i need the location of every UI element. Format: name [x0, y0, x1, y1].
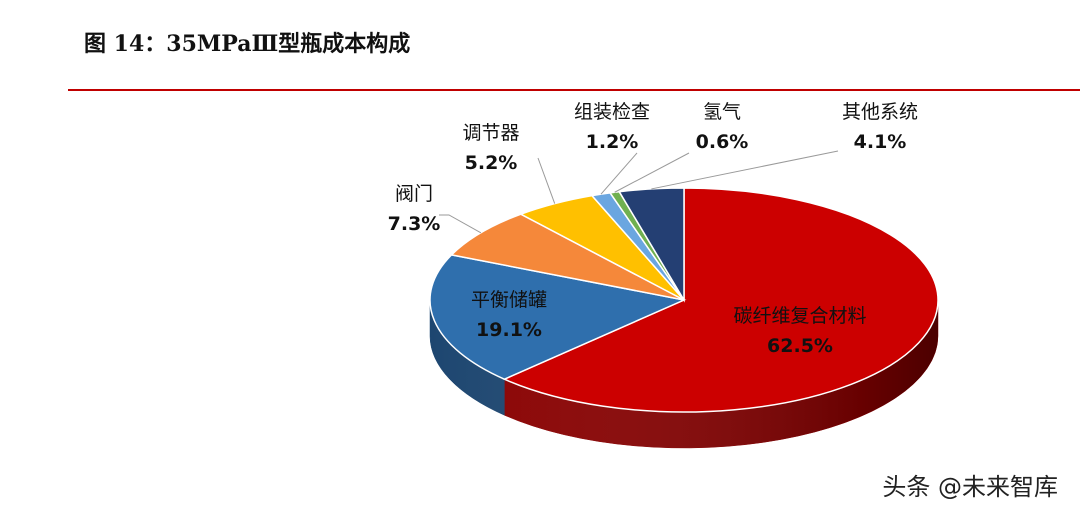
slice-label-其他系统: 其他系统	[842, 101, 918, 123]
slice-value-平衡储罐: 19.1%	[476, 319, 542, 341]
figure-title: 图 14：35MPaⅢ型瓶成本构成	[84, 31, 411, 57]
slice-value-氢气: 0.6%	[696, 131, 749, 153]
slice-label-氢气: 氢气	[703, 101, 741, 123]
leader-line-调节器	[537, 157, 556, 204]
watermark: 头条 @未来智库	[882, 467, 1058, 502]
leader-line-阀门	[439, 214, 482, 234]
slice-value-碳纤维复合材料: 62.5%	[767, 335, 833, 357]
leader-line-其他系统	[651, 150, 839, 190]
title-rule	[68, 89, 1080, 91]
slice-label-调节器: 调节器	[462, 122, 519, 144]
slice-label-组装检查: 组装检查	[574, 101, 650, 123]
slice-value-其他系统: 4.1%	[854, 131, 907, 153]
pie-slice-阀门	[450, 213, 685, 301]
leader-line-组装检查	[600, 152, 638, 195]
slice-label-阀门: 阀门	[395, 183, 433, 205]
pie-slice-碳纤维复合材料	[502, 187, 939, 413]
watermark-text: 头条 @未来智库	[882, 473, 1058, 501]
slice-label-碳纤维复合材料: 碳纤维复合材料	[733, 305, 866, 327]
pie-side-shading	[430, 300, 938, 448]
pie-slice-平衡储罐	[429, 254, 687, 381]
slice-value-阀门: 7.3%	[388, 213, 441, 235]
slice-value-组装检查: 1.2%	[586, 131, 639, 153]
leader-line-氢气	[614, 152, 690, 193]
slice-value-调节器: 5.2%	[465, 152, 518, 174]
slice-label-平衡储罐: 平衡储罐	[471, 289, 547, 311]
